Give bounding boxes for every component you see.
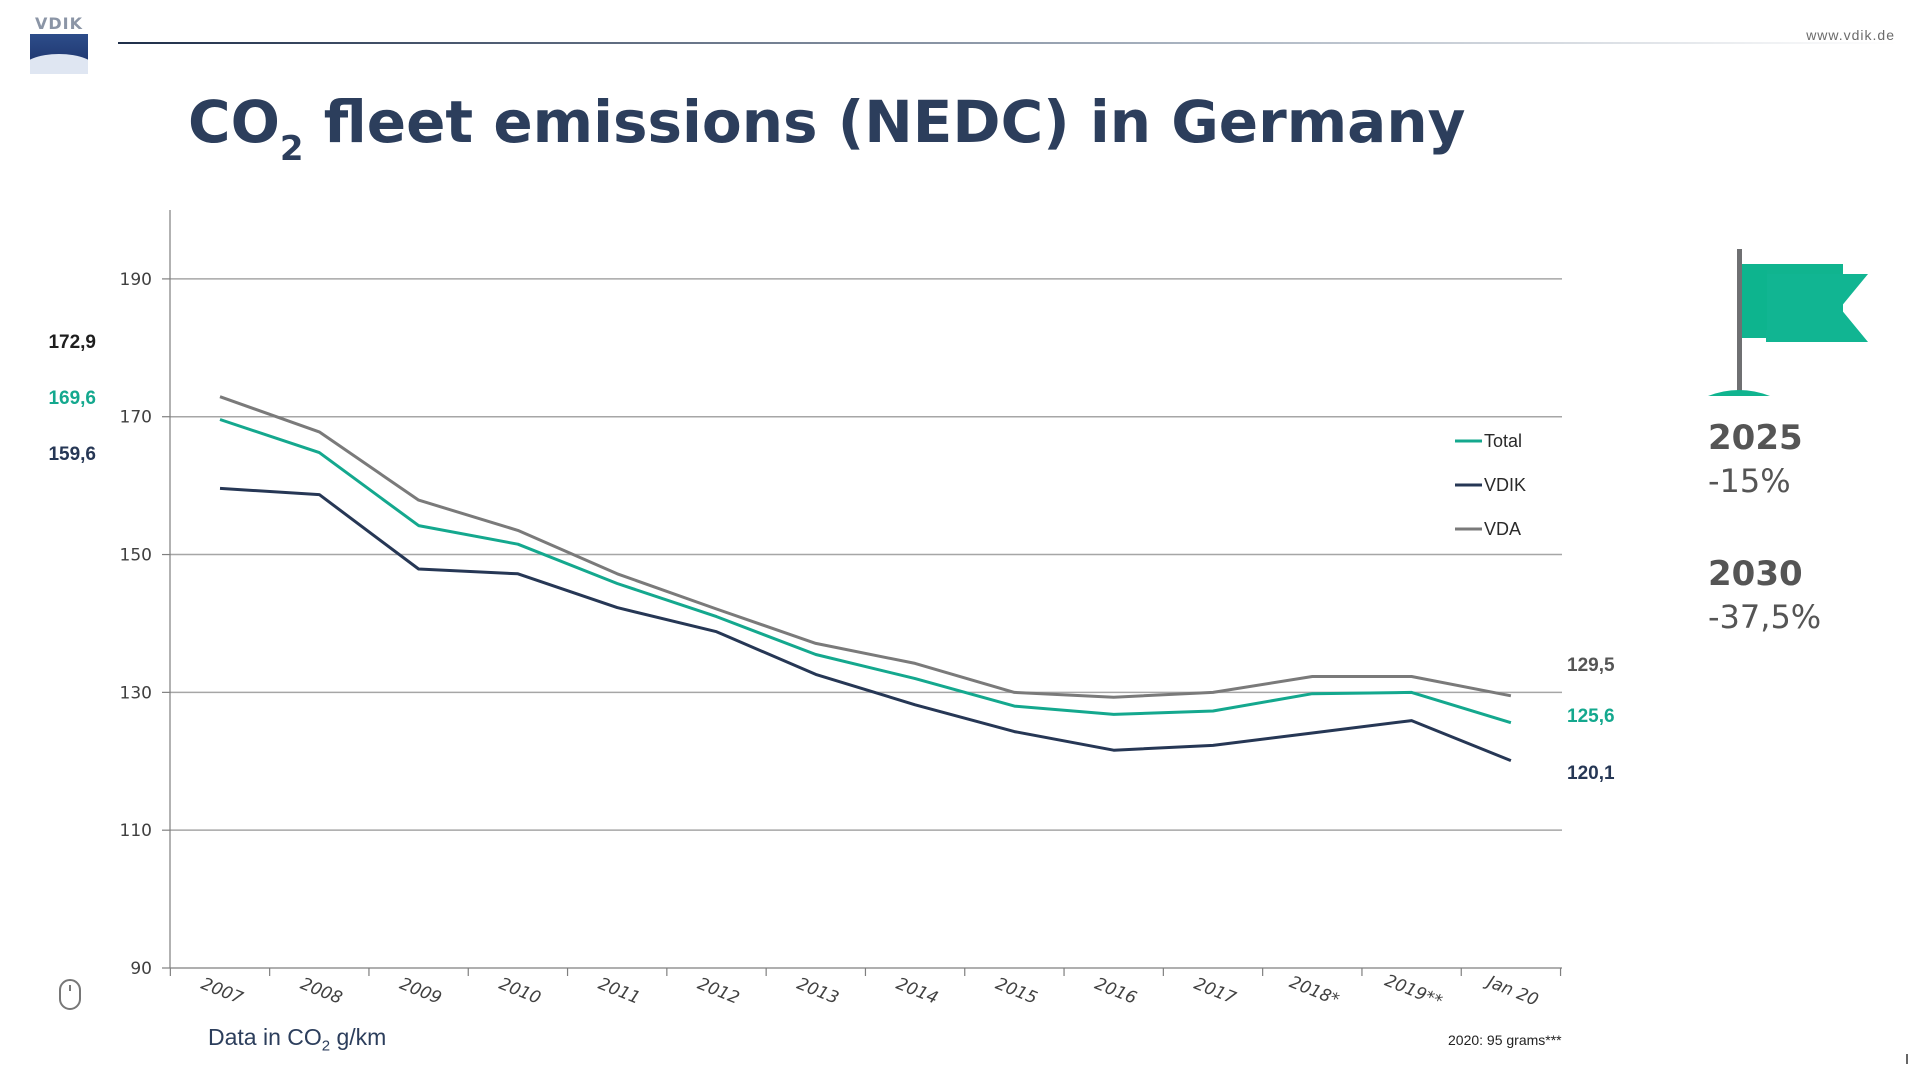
x-tick-label: 2019**: [1382, 971, 1445, 1012]
legend-label-total: Total: [1484, 431, 1522, 451]
title-rest: fleet emissions (NEDC) in Germany: [303, 88, 1466, 156]
y-tick-label: 90: [130, 959, 152, 979]
page-title: CO2 fleet emissions (NEDC) in Germany: [188, 82, 1465, 171]
x-tick-label: 2015: [992, 974, 1040, 1009]
x-tick-label: 2007: [198, 974, 246, 1009]
axis-note-suffix: g/km: [330, 1024, 387, 1050]
y-tick-label: 130: [120, 683, 152, 703]
note-2020-target: 2020: 95 grams***: [1448, 1032, 1562, 1048]
legend-label-vdik: VDIK: [1484, 475, 1526, 495]
start-value-label: 172,9: [48, 332, 96, 353]
y-tick-label: 170: [120, 408, 152, 428]
x-tick-label: 2011: [595, 974, 643, 1009]
flag-icon: [1708, 249, 1868, 396]
x-tick-label: 2017: [1191, 974, 1239, 1009]
legend-label-vda: VDA: [1484, 519, 1521, 539]
title-prefix: CO: [188, 88, 280, 156]
target-pct-2030: -37,5%: [1708, 598, 1822, 636]
x-tick-label: Jan 20: [1482, 971, 1542, 1011]
x-tick-label: 2018*: [1286, 972, 1341, 1010]
y-tick-label: 190: [120, 270, 152, 290]
target-year-2030: 2030: [1708, 554, 1803, 594]
x-tick-label: 2010: [496, 974, 544, 1009]
title-subscript: 2: [279, 129, 304, 169]
reduction-targets: 2025 -15% 2030 -37,5%: [1708, 416, 1821, 638]
x-tick-label: 2008: [297, 974, 345, 1009]
logo-mark: [30, 34, 88, 74]
x-tick-label: 2012: [695, 974, 743, 1009]
axis-unit-note: Data in CO2 g/km: [208, 1024, 386, 1055]
series-line-vda: [219, 395, 1512, 699]
end-value-label: 125,6: [1567, 706, 1615, 727]
series-line-vdik: [219, 486, 1512, 762]
target-pct-2025: -15%: [1708, 462, 1791, 500]
mouse-icon: [59, 979, 81, 1010]
axis-note-prefix: Data in CO: [208, 1024, 322, 1050]
axis-note-subscript: 2: [321, 1037, 331, 1055]
header-divider: [118, 42, 1898, 44]
start-value-label: 169,6: [48, 388, 96, 409]
logo-text: VDIK: [34, 14, 83, 33]
website-url[interactable]: www.vdik.de: [1806, 27, 1895, 43]
corner-mark: [1906, 1054, 1908, 1064]
x-tick-label: 2016: [1092, 974, 1140, 1009]
vdik-logo: VDIK: [30, 16, 88, 74]
series-line-total: [219, 418, 1512, 725]
x-tick-label: 2013: [794, 974, 842, 1009]
x-tick-label: 2014: [893, 974, 941, 1009]
target-year-2025: 2025: [1708, 418, 1803, 458]
start-value-label: 159,6: [48, 444, 96, 465]
end-value-label: 120,1: [1567, 763, 1615, 784]
y-tick-label: 110: [120, 821, 152, 841]
end-value-label: 129,5: [1567, 655, 1615, 676]
y-tick-label: 150: [120, 546, 152, 566]
x-tick-label: 2009: [397, 974, 445, 1009]
